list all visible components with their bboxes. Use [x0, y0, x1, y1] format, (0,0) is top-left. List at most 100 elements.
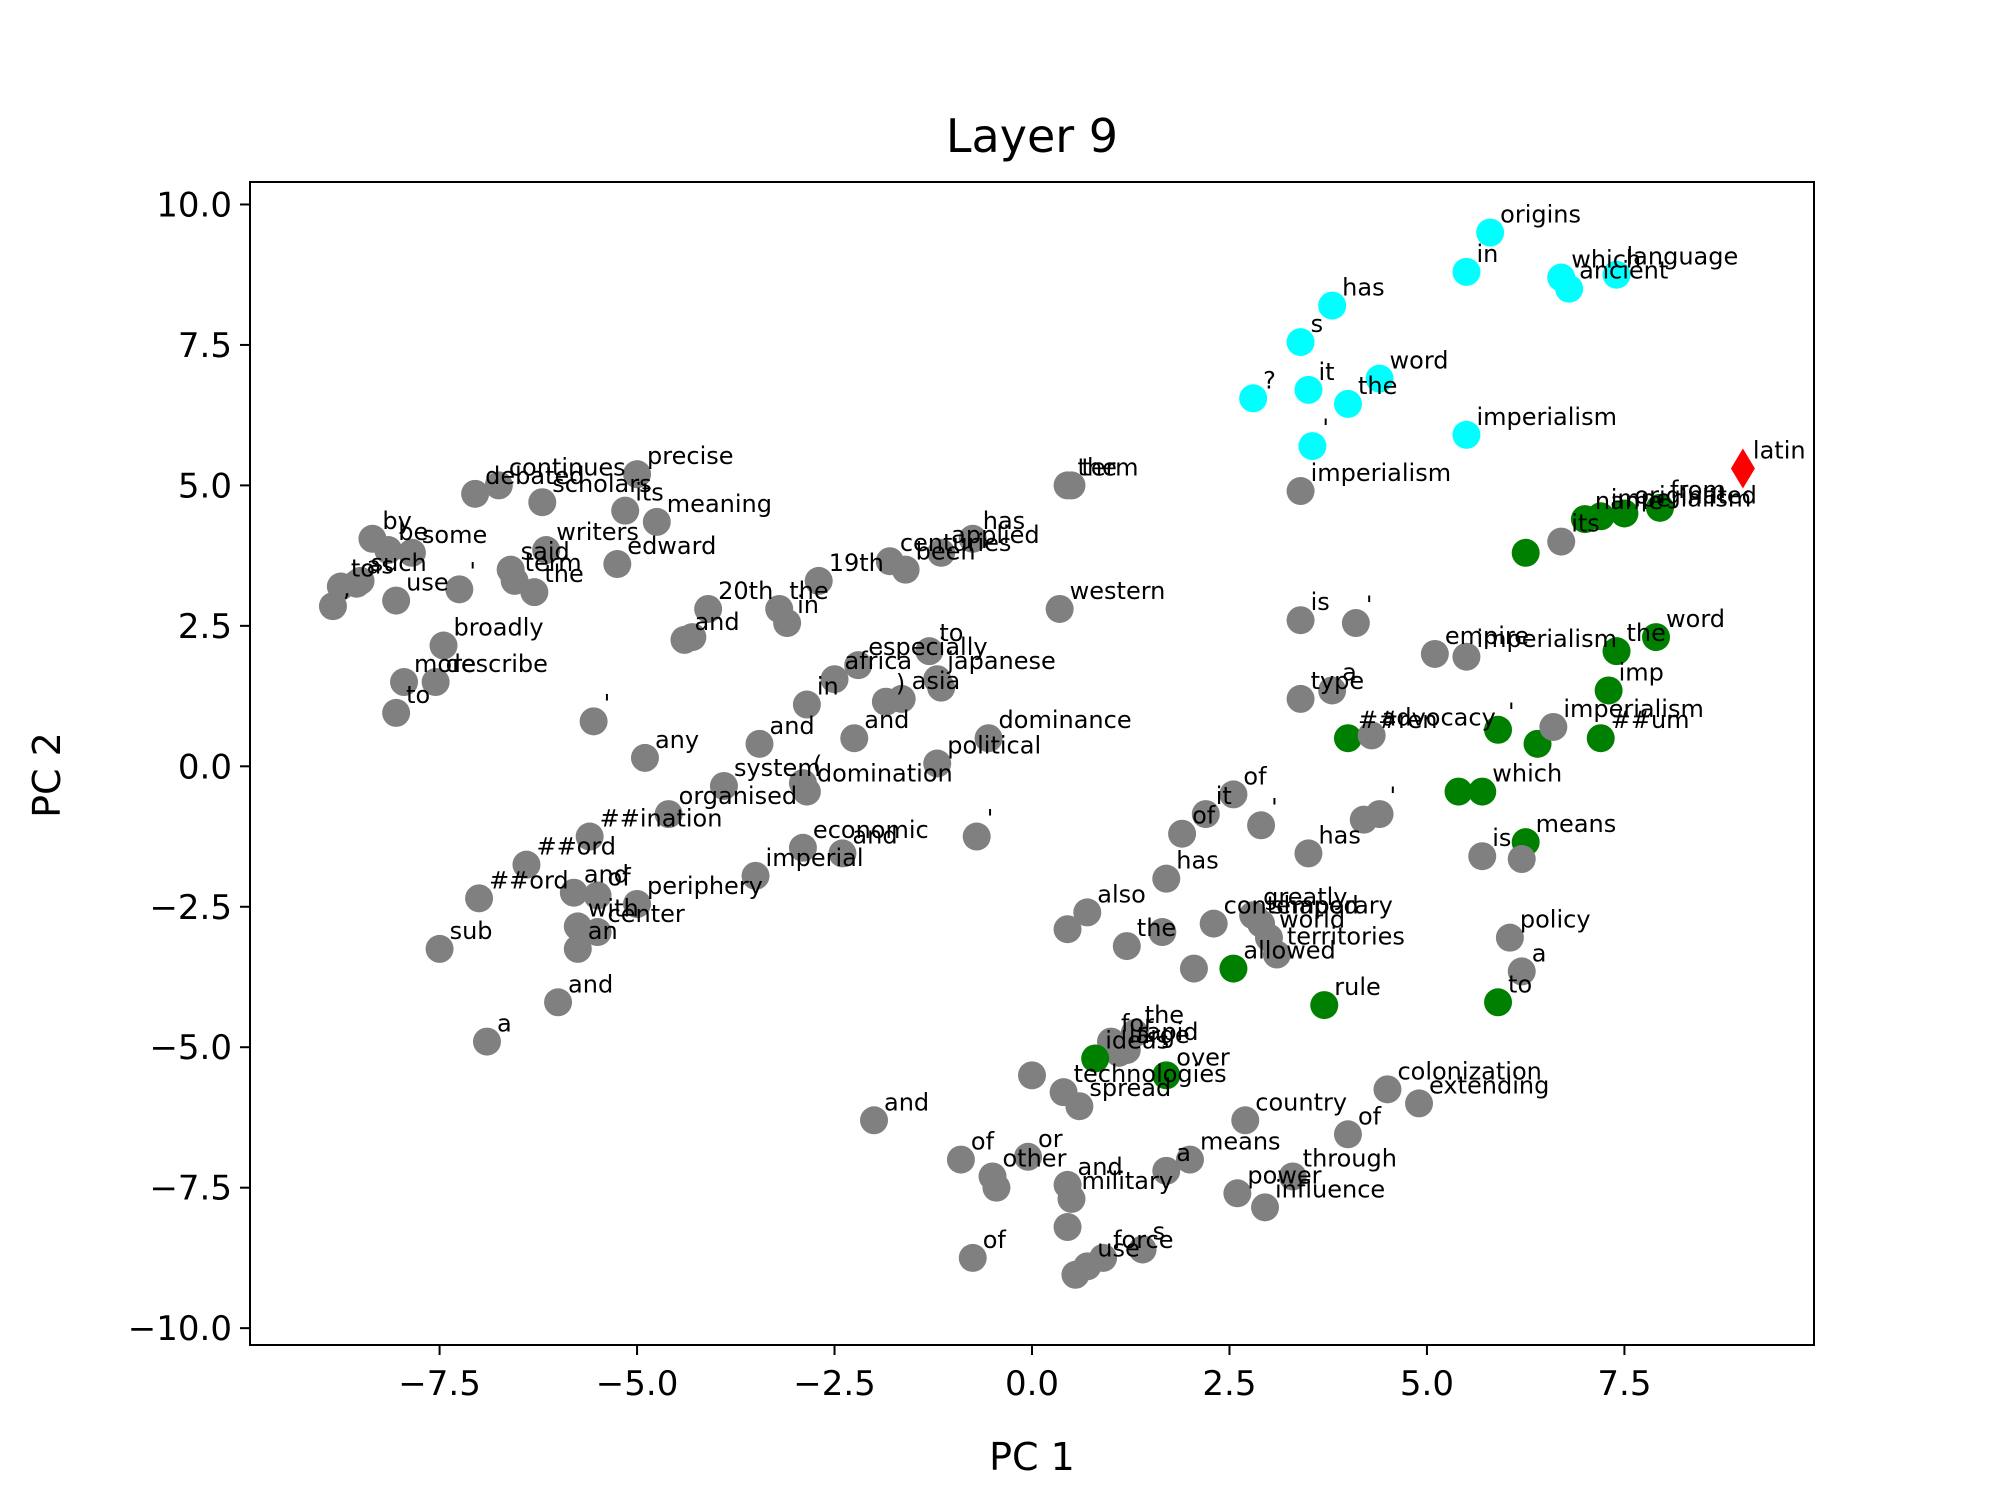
data-point [1053, 915, 1082, 944]
point-label: in [797, 591, 819, 619]
point-label: s [1153, 1217, 1166, 1245]
point-label: asia [912, 667, 961, 695]
data-point [318, 592, 347, 621]
data-point [1231, 1106, 1260, 1135]
data-point [520, 578, 549, 607]
data-point [1294, 375, 1323, 404]
data-point [1318, 676, 1347, 705]
data-point [1239, 384, 1268, 413]
point-label: ancient [1579, 257, 1668, 285]
point-label: the [1358, 372, 1397, 400]
point-label: has [983, 507, 1025, 535]
point-label: policy [1520, 906, 1591, 934]
data-point [1018, 1061, 1046, 1090]
data-point [1073, 898, 1102, 927]
point-label: through [1303, 1144, 1397, 1172]
point-label: which [1492, 760, 1562, 788]
point-label: describe [446, 650, 548, 678]
point-label: such [371, 549, 427, 577]
y-tick-label: −2.5 [149, 888, 232, 928]
point-label: meaning [667, 490, 772, 518]
data-point [844, 651, 873, 680]
data-point [1247, 811, 1276, 840]
data-point [1452, 420, 1481, 449]
point-label: dominance [999, 706, 1132, 734]
data-point [1602, 637, 1631, 666]
point-label: s [1311, 310, 1324, 338]
point-label: world [1279, 906, 1345, 934]
point-label: western [1070, 577, 1166, 605]
point-label: ##ord [536, 833, 616, 861]
x-tick-label: 5.0 [1400, 1364, 1454, 1404]
point-label: ( [813, 751, 822, 779]
data-point [1484, 988, 1513, 1017]
y-tick-label: 5.0 [178, 466, 232, 506]
data-point [1298, 432, 1327, 461]
point-label: of [971, 1128, 995, 1156]
data-point [630, 743, 659, 772]
data-point [1286, 684, 1315, 713]
point-label: a [1176, 1139, 1191, 1167]
point-label: the [1137, 914, 1176, 942]
data-point [1495, 923, 1524, 952]
point-label: of [983, 1226, 1007, 1254]
data-point [1175, 1145, 1204, 1174]
data-point [1452, 257, 1481, 286]
data-point [528, 488, 557, 517]
data-point [382, 698, 411, 727]
data-point [1333, 1120, 1362, 1149]
point-label: africa [845, 647, 913, 675]
data-point [962, 822, 991, 851]
point-label: in [817, 673, 839, 701]
point-label: its [1571, 510, 1600, 538]
point-label: rapid [1137, 1018, 1199, 1046]
data-point [1507, 845, 1536, 874]
data-point [1333, 724, 1362, 753]
data-point [974, 724, 1003, 753]
data-point [1452, 642, 1481, 671]
point-label: imperialism [1311, 459, 1452, 487]
point-label: use [406, 569, 448, 597]
point-label: over [1176, 1043, 1230, 1071]
point-label: word [1390, 347, 1449, 375]
point-label: continues [509, 453, 626, 481]
point-label: scholars [552, 470, 651, 498]
point-label: other [1003, 1144, 1067, 1172]
point-label: ##ination [600, 805, 723, 833]
point-label: ' [1271, 793, 1278, 821]
data-point [1444, 777, 1473, 806]
data-point [583, 881, 612, 910]
data-point [544, 988, 573, 1017]
x-tick-label: −7.5 [398, 1364, 481, 1404]
point-label: and [864, 706, 909, 734]
data-point [840, 724, 869, 753]
point-label: and [852, 821, 897, 849]
data-point [559, 878, 588, 907]
data-point [611, 496, 640, 525]
point-label: extending [1429, 1071, 1549, 1099]
point-label: , [343, 574, 351, 602]
y-tick-label: −10.0 [128, 1309, 232, 1349]
y-tick-label: −5.0 [149, 1028, 232, 1068]
point-label: domination [817, 760, 953, 788]
data-point [1219, 954, 1248, 983]
point-label: its [635, 479, 664, 507]
point-label: in [1476, 240, 1498, 268]
y-tick-label: 7.5 [178, 326, 232, 366]
point-label: ' [1508, 698, 1515, 726]
point-label: to [1508, 970, 1532, 998]
point-label: 19th [829, 549, 884, 577]
data-point [1484, 715, 1513, 744]
data-point [1594, 676, 1623, 705]
point-label: rule [1334, 973, 1381, 1001]
point-label: political [947, 732, 1041, 760]
point-label: use [1097, 1234, 1139, 1262]
data-point [1148, 918, 1177, 947]
chart-title: Layer 9 [946, 109, 1118, 163]
point-label: with [588, 894, 639, 922]
point-label: debated [485, 462, 584, 490]
point-label: imperialism [1563, 695, 1704, 723]
point-label: is [1311, 588, 1330, 616]
data-point [1278, 1162, 1307, 1191]
